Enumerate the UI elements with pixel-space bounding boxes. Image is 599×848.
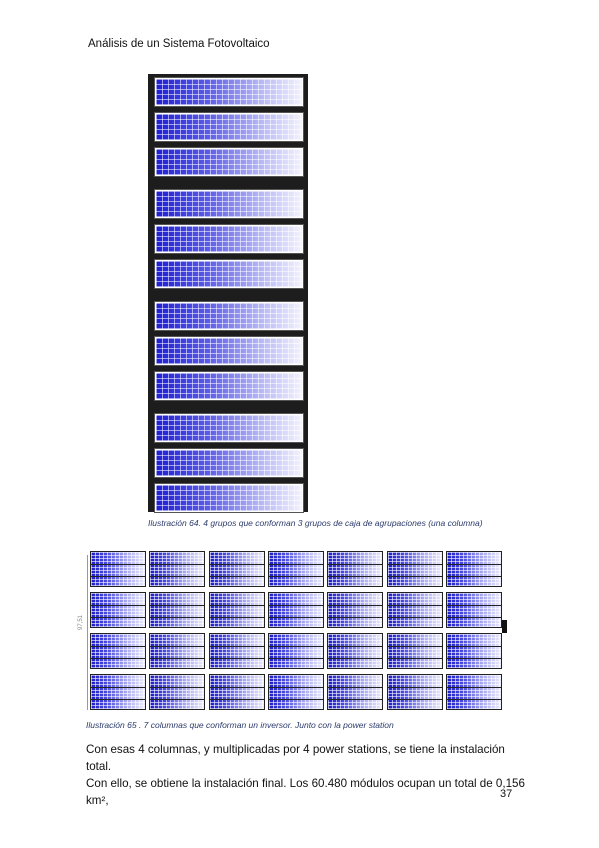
array-block [149, 592, 206, 628]
array-block [445, 551, 502, 587]
array-block [267, 551, 324, 587]
figure-64-column-layout [148, 74, 308, 513]
array-block [386, 633, 443, 669]
panel-row [154, 189, 304, 219]
array-block [149, 674, 206, 710]
panel-row [154, 483, 304, 513]
array-block [327, 551, 384, 587]
power-station-marker [502, 620, 507, 633]
dimension-label: 97,51 [78, 614, 84, 630]
array-block [327, 674, 384, 710]
array-block [445, 592, 502, 628]
array-block [149, 551, 206, 587]
array-block [208, 592, 265, 628]
panel-row [154, 77, 304, 107]
panel-row [154, 259, 304, 289]
array-block [90, 633, 146, 669]
array-block [386, 674, 443, 710]
figure-65-caption: Ilustración 65 . 7 columnas que conforma… [86, 720, 394, 730]
array-block [267, 633, 324, 669]
panel-row [154, 147, 304, 177]
array-block [149, 633, 206, 669]
panel-row [154, 336, 304, 366]
dimension-line [87, 555, 88, 710]
figure-64-caption: Ilustración 64. 4 grupos que conforman 3… [148, 518, 483, 528]
array-block [327, 592, 384, 628]
panel-row [154, 448, 304, 478]
page-number: 37 [500, 788, 513, 800]
array-block [445, 633, 502, 669]
array-block [445, 674, 502, 710]
panel-row [154, 371, 304, 401]
panel-row [154, 413, 304, 443]
array-block [208, 551, 265, 587]
array-block [267, 674, 324, 710]
body-paragraph: Con esas 4 columnas, y multiplicadas por… [86, 741, 526, 809]
array-block [386, 592, 443, 628]
panel-row [154, 301, 304, 331]
body-line-2: Con ello, se obtiene la instalación fina… [86, 777, 525, 807]
array-block [327, 633, 384, 669]
array-block [208, 633, 265, 669]
array-block [90, 551, 146, 587]
panel-row [154, 224, 304, 254]
page-header-title: Análisis de un Sistema Fotovoltaico [88, 38, 270, 50]
figure-65-inverter-layout [86, 548, 506, 713]
body-line-1: Con esas 4 columnas, y multiplicadas por… [86, 743, 505, 773]
array-block [90, 592, 146, 628]
array-block [267, 592, 324, 628]
panel-row [154, 112, 304, 142]
array-block [90, 674, 146, 710]
array-block [208, 674, 265, 710]
array-block [386, 551, 443, 587]
